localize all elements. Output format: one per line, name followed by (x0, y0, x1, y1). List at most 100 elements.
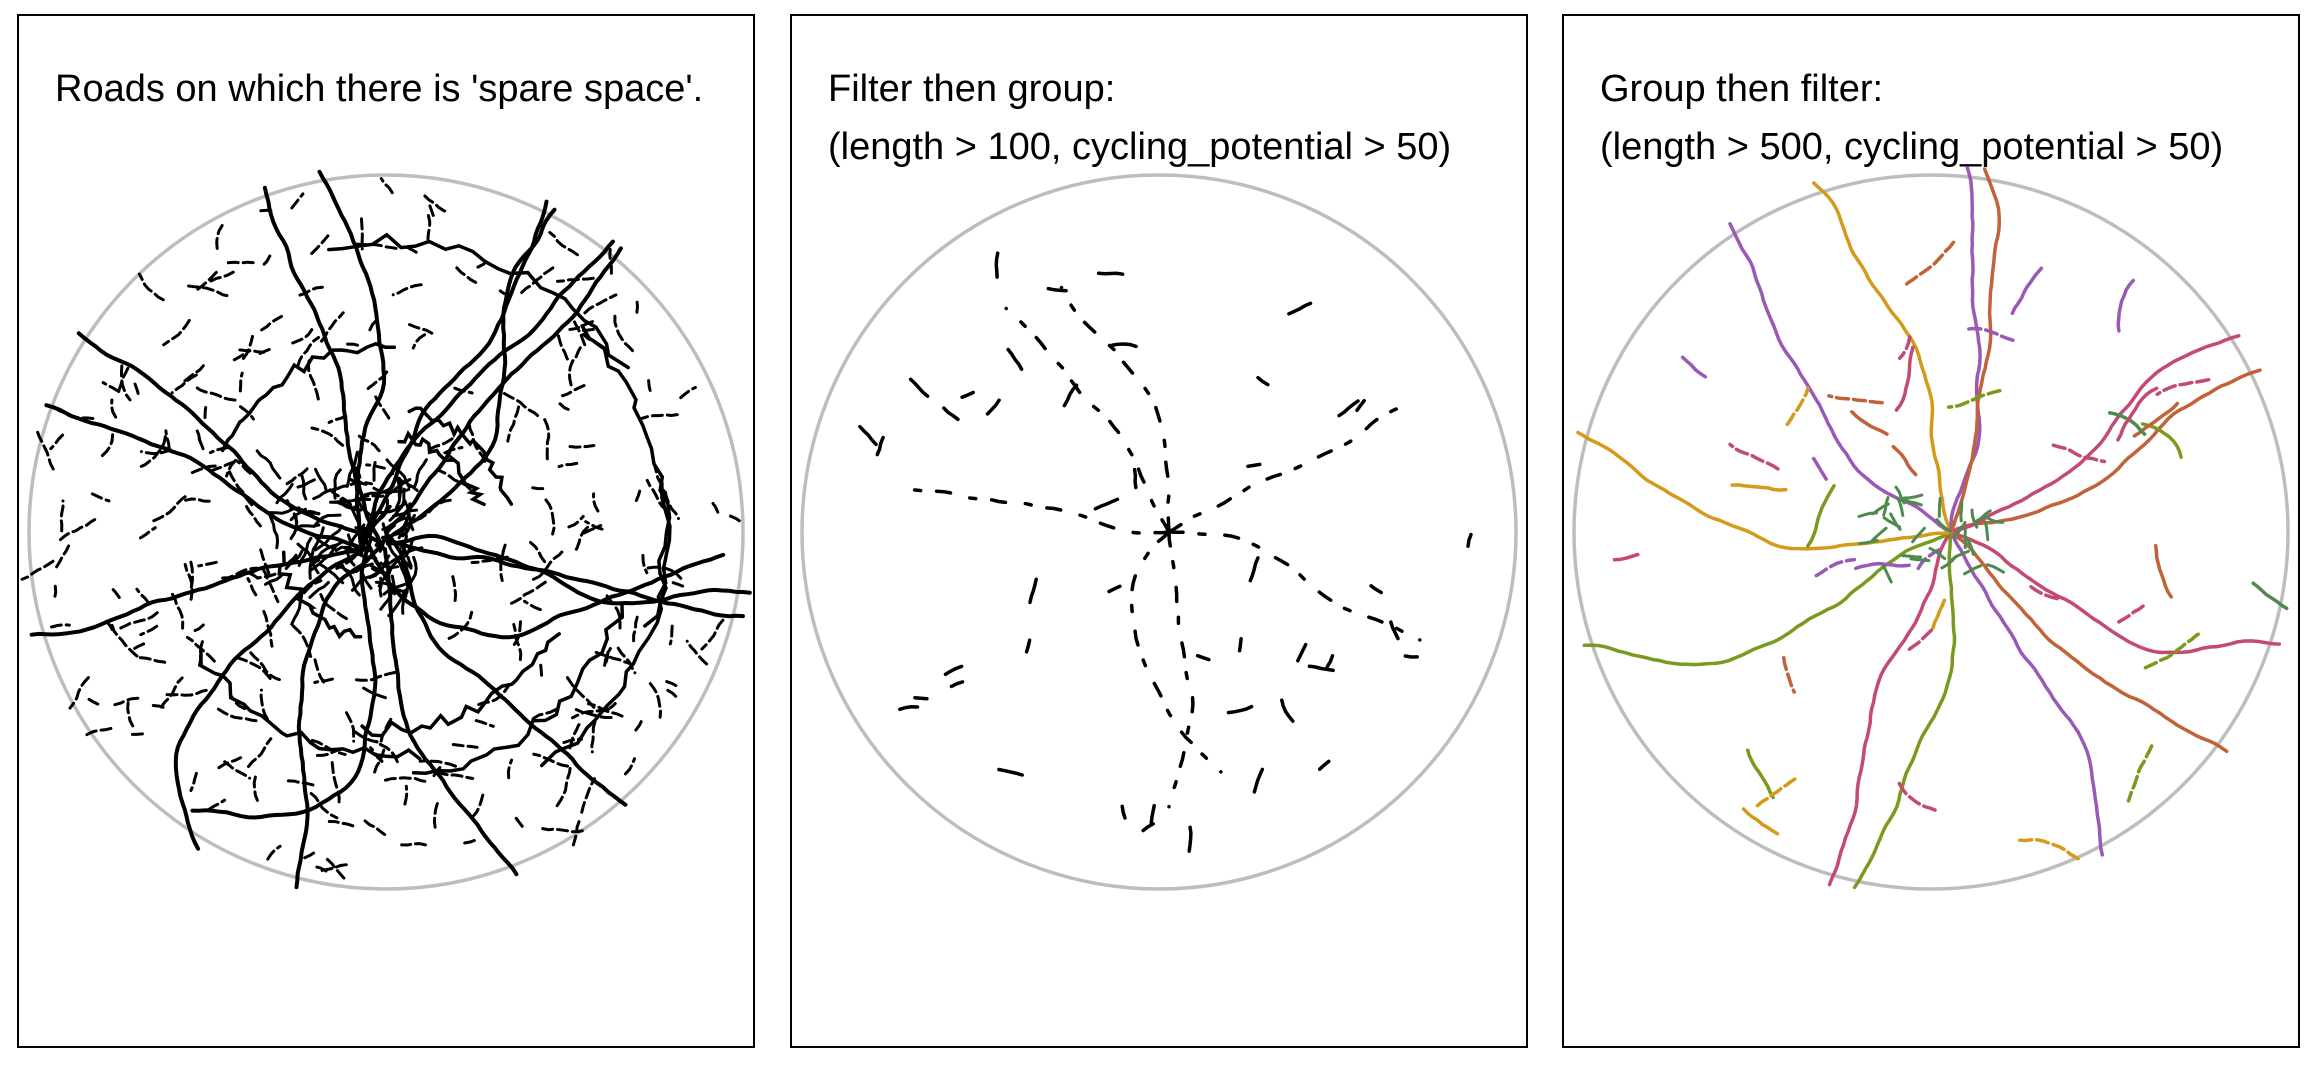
road-group-segment (1741, 807, 1780, 836)
road-segment (384, 776, 429, 784)
panel-title: Group then filter: (length > 500, cyclin… (1600, 60, 2223, 176)
road-group-segment (2010, 266, 2044, 316)
road-segment (221, 260, 255, 265)
panel-title-line: (length > 100, cycling_potential > 50) (828, 126, 1452, 168)
road-segment (543, 418, 551, 463)
road-group-segment (1857, 511, 1878, 518)
road-segment (310, 526, 325, 557)
road-group-segment (1889, 512, 1902, 531)
road-segment (898, 705, 920, 712)
road-segment (943, 664, 964, 677)
road-segment (360, 239, 615, 553)
road-segment (1226, 704, 1254, 715)
road-group-segment (2117, 603, 2146, 624)
road-segment (151, 704, 167, 710)
road-group-segment (1728, 221, 1953, 534)
road-segment (1028, 577, 1038, 605)
road-segment (568, 320, 594, 331)
road-segment (556, 334, 572, 365)
road-segment (443, 446, 464, 455)
road-group-segment (1959, 501, 1964, 523)
road-segment (55, 544, 71, 569)
road-segment (327, 232, 630, 370)
road-segment (297, 536, 313, 567)
road-segment (1120, 804, 1127, 820)
road-segment (960, 390, 975, 399)
road-segment (539, 661, 544, 677)
road-group-segment (1970, 508, 1979, 529)
road-segment (29, 549, 364, 637)
road-segment (197, 560, 218, 568)
road-segment (228, 470, 255, 508)
road-group-segment (1785, 386, 1810, 427)
road-segment (362, 534, 726, 640)
road-segment (634, 487, 642, 502)
road-segment (679, 385, 697, 400)
road-segment (1307, 664, 1335, 673)
road-segment (385, 532, 628, 807)
road-segment (426, 214, 432, 241)
road-group-segment (2029, 585, 2060, 601)
road-segment (1167, 530, 1422, 642)
road-segment (407, 555, 418, 587)
road-segments (20, 169, 752, 890)
road-segment (346, 342, 361, 348)
road-segment (313, 677, 334, 684)
road-segment (81, 726, 113, 739)
road-segment (170, 373, 198, 395)
road-group-segment (1612, 552, 1640, 562)
road-segment (391, 283, 423, 297)
road-segment (294, 543, 383, 890)
road-segment (532, 752, 570, 768)
road-group-segment (1582, 530, 1953, 667)
road-segment (476, 259, 490, 269)
road-segment (1195, 653, 1211, 662)
road-segment (539, 481, 672, 768)
road-segment (348, 501, 365, 532)
road-group-segment (1949, 530, 2282, 655)
road-segment (325, 857, 349, 884)
road-segment (942, 406, 960, 422)
road-group-segment (1952, 521, 1967, 539)
road-segment (447, 610, 474, 640)
road-group-segment (2116, 278, 2136, 333)
road-segment (245, 570, 260, 580)
road-segment (382, 582, 407, 596)
road-segment (432, 802, 439, 829)
road-segment (561, 384, 586, 398)
road-segment (710, 500, 720, 514)
study-area-boundary (1572, 173, 2290, 891)
road-segment (1062, 383, 1079, 408)
road-segment (572, 525, 589, 555)
road-segment (1096, 271, 1125, 276)
road-segment (354, 562, 374, 574)
road-segment (574, 708, 613, 719)
road-group-segment (1949, 530, 2105, 857)
road-segment (548, 231, 579, 257)
road-segment (235, 459, 252, 475)
road-group-segment (1963, 564, 1983, 576)
road-segment (310, 426, 345, 447)
road-segment (190, 535, 378, 820)
road-segment (313, 658, 326, 684)
road-segment (913, 695, 929, 701)
road-segment (238, 348, 266, 354)
road-group-segment (2155, 377, 2211, 397)
road-segment (580, 777, 596, 814)
road-segment (290, 192, 305, 210)
road-segment (1337, 399, 1360, 418)
road-group-segment (1946, 388, 2002, 409)
road-segment (208, 446, 230, 455)
road-segment (369, 746, 384, 763)
road-segment (354, 730, 379, 744)
filtered-roads-map (800, 173, 1518, 891)
road-segment (435, 771, 475, 780)
road-segment (345, 450, 359, 488)
road-segment (418, 498, 452, 520)
road-segment (502, 392, 541, 419)
road-group-segment (1881, 564, 1893, 584)
road-group-segment (1894, 485, 1906, 505)
road-segment (567, 515, 585, 529)
road-segment (1325, 654, 1335, 669)
road-segment (632, 615, 639, 643)
